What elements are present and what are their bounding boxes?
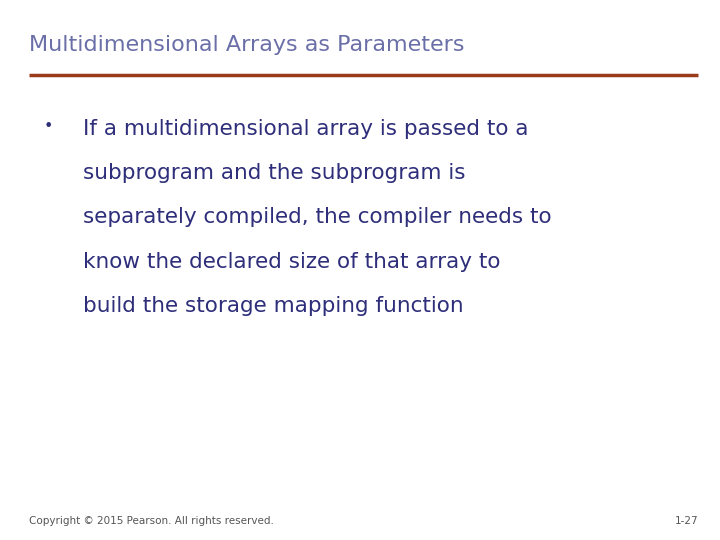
Text: If a multidimensional array is passed to a: If a multidimensional array is passed to… [83,119,528,139]
Text: separately compiled, the compiler needs to: separately compiled, the compiler needs … [83,207,552,227]
Text: •: • [43,119,53,134]
Text: Copyright © 2015 Pearson. All rights reserved.: Copyright © 2015 Pearson. All rights res… [29,516,274,526]
Text: Multidimensional Arrays as Parameters: Multidimensional Arrays as Parameters [29,35,464,55]
Text: 1-27: 1-27 [675,516,698,526]
Text: subprogram and the subprogram is: subprogram and the subprogram is [83,163,465,183]
Text: build the storage mapping function: build the storage mapping function [83,296,464,316]
Text: know the declared size of that array to: know the declared size of that array to [83,252,500,272]
